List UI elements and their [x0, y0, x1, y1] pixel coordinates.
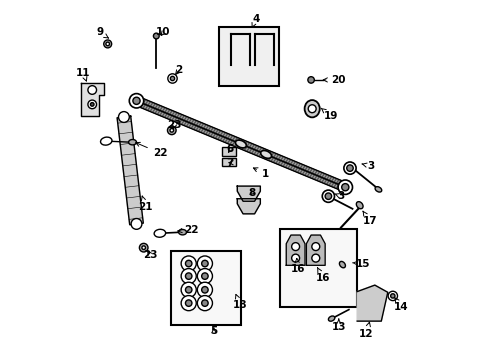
Circle shape	[325, 193, 331, 199]
Circle shape	[185, 287, 192, 293]
Circle shape	[170, 76, 174, 81]
Circle shape	[131, 219, 142, 229]
Circle shape	[167, 74, 177, 83]
Circle shape	[185, 273, 192, 279]
Text: 2: 2	[175, 65, 182, 75]
Text: 4: 4	[251, 14, 259, 27]
Circle shape	[181, 269, 196, 284]
Bar	[222, 147, 236, 156]
Text: 10: 10	[156, 27, 170, 37]
Circle shape	[142, 246, 145, 249]
Circle shape	[201, 260, 208, 267]
Text: 21: 21	[138, 196, 152, 212]
Circle shape	[197, 269, 212, 284]
Bar	[170, 251, 241, 325]
Text: 18: 18	[232, 294, 247, 310]
Text: 22: 22	[178, 225, 198, 235]
Polygon shape	[237, 186, 260, 201]
Bar	[279, 229, 356, 307]
Circle shape	[307, 105, 316, 113]
Circle shape	[197, 282, 212, 297]
Circle shape	[185, 300, 192, 306]
Polygon shape	[117, 116, 143, 225]
Text: 20: 20	[323, 75, 346, 85]
Text: 17: 17	[362, 211, 376, 226]
Circle shape	[311, 243, 319, 251]
Text: 9: 9	[96, 27, 108, 38]
Ellipse shape	[129, 94, 143, 108]
Text: 7: 7	[226, 158, 233, 168]
Text: 12: 12	[358, 322, 373, 339]
Circle shape	[201, 273, 208, 279]
Ellipse shape	[178, 230, 186, 235]
Circle shape	[181, 282, 196, 297]
Circle shape	[181, 256, 196, 271]
Circle shape	[170, 129, 173, 132]
Polygon shape	[306, 235, 325, 265]
Text: 1: 1	[253, 168, 268, 179]
Circle shape	[185, 260, 192, 267]
Polygon shape	[237, 199, 260, 214]
Circle shape	[133, 97, 140, 104]
Circle shape	[387, 291, 397, 301]
Text: 19: 19	[320, 108, 337, 121]
Bar	[222, 158, 236, 166]
Text: 13: 13	[331, 319, 346, 332]
Circle shape	[291, 243, 299, 251]
Text: 14: 14	[393, 298, 407, 312]
Circle shape	[88, 86, 96, 94]
Text: 22: 22	[136, 142, 167, 158]
Text: 23: 23	[142, 250, 157, 260]
Text: 11: 11	[76, 68, 90, 81]
Circle shape	[106, 42, 109, 46]
Circle shape	[201, 287, 208, 293]
Ellipse shape	[356, 202, 362, 209]
Circle shape	[341, 184, 348, 191]
Ellipse shape	[154, 229, 165, 237]
Circle shape	[181, 296, 196, 311]
Ellipse shape	[374, 186, 381, 192]
Ellipse shape	[339, 261, 345, 268]
Polygon shape	[356, 285, 387, 321]
Ellipse shape	[304, 100, 319, 117]
Text: 16: 16	[315, 267, 329, 283]
Circle shape	[167, 126, 176, 135]
Bar	[219, 27, 278, 86]
Text: 16: 16	[290, 258, 305, 274]
Ellipse shape	[128, 140, 136, 145]
Polygon shape	[81, 83, 104, 116]
Ellipse shape	[337, 180, 352, 194]
Circle shape	[201, 300, 208, 306]
Text: 15: 15	[352, 258, 369, 269]
Ellipse shape	[260, 150, 271, 158]
Circle shape	[311, 254, 319, 262]
Circle shape	[307, 77, 314, 83]
Circle shape	[390, 294, 394, 298]
Text: 23: 23	[167, 120, 181, 130]
Text: 3: 3	[334, 191, 344, 201]
Circle shape	[103, 40, 111, 48]
Circle shape	[90, 103, 94, 106]
Text: 6: 6	[226, 144, 233, 154]
Ellipse shape	[101, 137, 112, 145]
Polygon shape	[285, 235, 305, 265]
Ellipse shape	[322, 190, 334, 202]
Text: 5: 5	[210, 326, 217, 336]
Circle shape	[346, 165, 352, 171]
Ellipse shape	[328, 316, 334, 321]
Circle shape	[88, 100, 96, 109]
Circle shape	[153, 33, 159, 39]
Text: 3: 3	[361, 161, 374, 171]
Text: 8: 8	[248, 188, 256, 198]
Circle shape	[291, 254, 299, 262]
Circle shape	[197, 296, 212, 311]
Circle shape	[139, 243, 148, 252]
Ellipse shape	[235, 140, 246, 148]
Circle shape	[197, 256, 212, 271]
Circle shape	[118, 112, 129, 122]
Ellipse shape	[343, 162, 355, 174]
